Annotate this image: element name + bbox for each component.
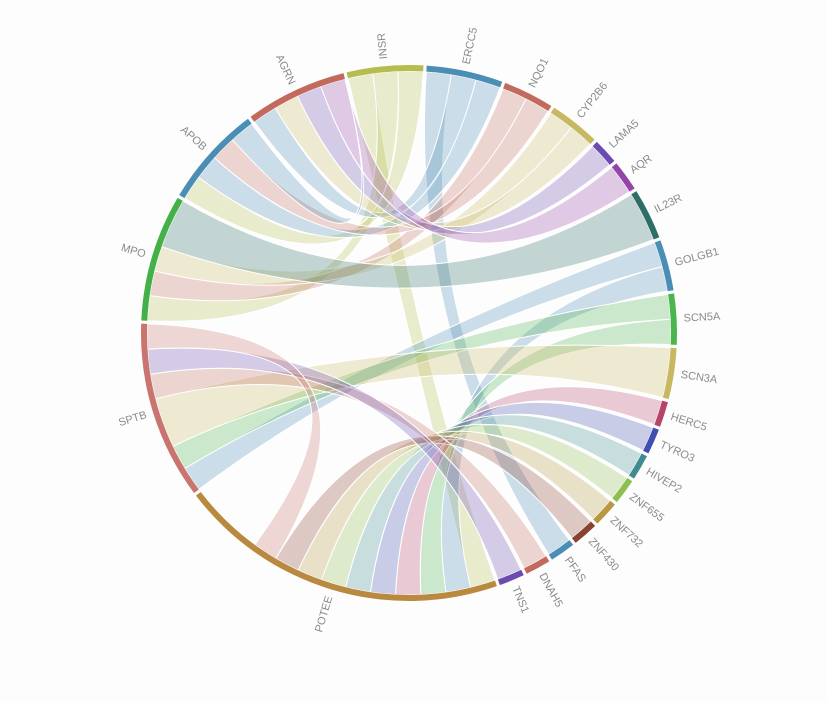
arc-znf655 (612, 477, 633, 503)
ribbon-golgb1-potee (440, 265, 669, 593)
arc-znf732 (593, 500, 615, 524)
label-insr: INSR (376, 32, 390, 59)
label-tyro3: TYRO3 (658, 439, 696, 465)
label-golgb1: GOLGB1 (673, 246, 720, 269)
arc-lama5 (592, 141, 615, 165)
arc-scn5a (668, 293, 677, 345)
arc-znf430 (571, 521, 596, 543)
arc-nqo1 (503, 82, 552, 112)
label-herc5: HERC5 (669, 411, 708, 434)
label-sptb: SPTB (117, 409, 148, 429)
arc-sptb (141, 323, 199, 494)
arc-mpo (141, 197, 183, 321)
arc-potee (195, 491, 497, 601)
label-znf732: ZNF732 (608, 515, 645, 551)
label-znf430: ZNF430 (586, 536, 621, 574)
label-scn5a: SCN5A (683, 311, 721, 325)
label-mpo: MPO (120, 242, 148, 261)
label-potee: POTEE (313, 595, 335, 634)
arc-insr (346, 65, 424, 79)
ribbon-ercc5-apob (197, 79, 501, 238)
arc-il23r (631, 191, 660, 240)
arc-ercc5 (426, 65, 503, 88)
label-apob: APOB (178, 124, 209, 153)
ribbon-dnah5-sptb (149, 367, 547, 570)
label-lama5: LAMA5 (607, 117, 642, 150)
label-cyp2b6: CYP2B6 (575, 80, 611, 121)
label-il23r: IL23R (653, 192, 685, 216)
label-agrn: AGRN (273, 53, 297, 87)
arc-aqr (611, 163, 635, 192)
label-aqr: AQR (628, 153, 654, 177)
ribbon-ercc5-pfas (423, 71, 571, 556)
arc-herc5 (654, 400, 668, 427)
ribbon-herc5-potee (395, 386, 663, 596)
ribbon-golgb1-sptb (184, 241, 664, 491)
label-tns1: TNS1 (509, 585, 531, 616)
label-dnah5: DNAH5 (536, 571, 564, 609)
label-ercc5: ERCC5 (461, 26, 481, 65)
chord-group-arcs (141, 65, 677, 601)
arc-scn3a (662, 347, 677, 400)
ribbon-aqr-agrn (320, 78, 631, 244)
label-pfas: PFAS (562, 555, 588, 585)
label-znf655: ZNF655 (627, 491, 666, 524)
ribbon-il23r-mpo (161, 193, 655, 289)
label-scn3a: SCN3A (680, 369, 719, 387)
arc-pfas (548, 540, 574, 560)
arc-hivep2 (628, 453, 647, 479)
arc-golgb1 (654, 240, 674, 292)
ribbon-insr-potee (347, 72, 496, 589)
arc-apob (179, 118, 252, 199)
label-nqo1: NQO1 (527, 56, 552, 89)
arc-tyro3 (643, 427, 659, 454)
arc-tns1 (497, 569, 524, 586)
chord-ribbons (146, 70, 672, 596)
ribbon-insr-apob (183, 70, 424, 245)
arc-agrn (250, 73, 345, 122)
arc-dnah5 (524, 556, 550, 574)
arc-cyp2b6 (550, 107, 595, 144)
label-hivep2: HIVEP2 (644, 466, 684, 496)
ribbon-apob-agrn (231, 78, 364, 224)
